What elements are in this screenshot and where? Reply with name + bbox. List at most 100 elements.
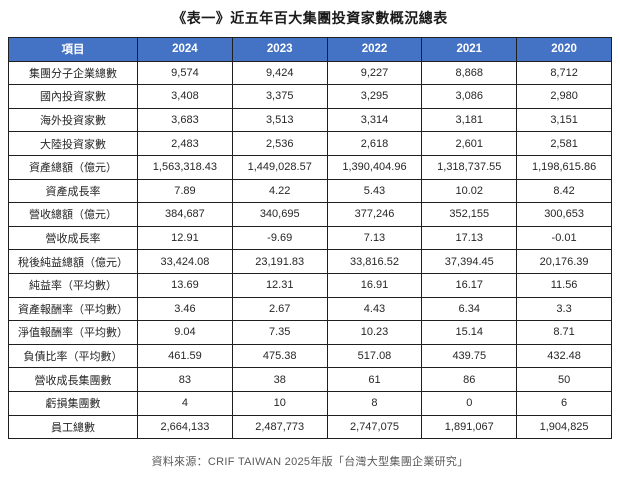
value-cell: 2,483 xyxy=(137,131,233,156)
value-cell: 33,816.52 xyxy=(326,249,423,274)
value-cell: 4.43 xyxy=(326,296,423,322)
value-cell: 3,151 xyxy=(516,107,612,133)
table-row: 營收成長集團數 83 38 61 86 50 xyxy=(7,367,612,392)
value-cell: 16.91 xyxy=(326,272,423,298)
value-cell: 33,424.08 xyxy=(137,249,233,274)
table-row: 負債比率（平均數） 461.59 475.38 517.08 439.75 432.48 xyxy=(7,343,612,369)
value-cell: 2,487,773 xyxy=(231,414,328,440)
value-cell: 15.14 xyxy=(421,320,518,345)
value-cell: 7.89 xyxy=(137,178,233,204)
value-cell: 17.13 xyxy=(421,225,518,251)
row-label: 集團分子企業總數 xyxy=(7,60,139,86)
value-cell: 9,424 xyxy=(231,60,328,86)
table-row: 資產成長率 7.89 4.22 5.43 10.02 8.42 xyxy=(7,178,612,204)
value-cell: 16.17 xyxy=(421,272,518,298)
header-cell-year: 2023 xyxy=(231,37,328,62)
value-cell: 10.02 xyxy=(421,178,518,204)
value-cell: 1,318,737.55 xyxy=(421,154,518,180)
header-cell-item: 項目 xyxy=(7,37,139,62)
value-cell: 3,408 xyxy=(137,84,233,109)
value-cell: 1,390,404.96 xyxy=(326,154,423,180)
row-label: 虧損集團數 xyxy=(7,390,139,416)
value-cell: -0.01 xyxy=(516,225,612,251)
value-cell: 6.34 xyxy=(421,296,518,322)
value-cell: 3,295 xyxy=(326,84,423,109)
table-title: 《表一》近五年百大集團投資家數概況總表 xyxy=(172,10,448,26)
value-cell: 10.23 xyxy=(326,320,423,345)
value-cell: 8.42 xyxy=(516,178,612,204)
row-label: 營收成長集團數 xyxy=(7,367,139,392)
value-cell: 9,227 xyxy=(326,60,423,86)
value-cell: 11.56 xyxy=(516,272,612,298)
row-label: 資產成長率 xyxy=(7,178,139,204)
row-label: 資產報酬率（平均數） xyxy=(7,296,139,322)
row-label: 負債比率（平均數） xyxy=(7,343,139,369)
value-cell: 0 xyxy=(421,390,518,416)
row-label: 淨值報酬率（平均數） xyxy=(7,320,139,345)
value-cell: 2.67 xyxy=(231,296,328,322)
value-cell: 50 xyxy=(516,367,612,392)
header-row: 項目 2024 2023 2022 2021 2020 xyxy=(7,37,612,62)
value-cell: 7.35 xyxy=(231,320,328,345)
value-cell: 384,687 xyxy=(137,202,233,227)
value-cell: 3,086 xyxy=(421,84,518,109)
value-cell: -9.69 xyxy=(231,225,328,251)
value-cell: 38 xyxy=(231,367,328,392)
value-cell: 13.69 xyxy=(137,272,233,298)
group-investment-summary-table: 項目 2024 2023 2022 2021 2020 集團分子企業總數 9,574 9,42… xyxy=(7,37,612,440)
value-cell: 12.31 xyxy=(231,272,328,298)
value-cell: 4.22 xyxy=(231,178,328,204)
value-cell: 439.75 xyxy=(421,343,518,369)
value-cell: 83 xyxy=(137,367,233,392)
value-cell: 23,191.83 xyxy=(231,249,328,274)
table-header: 項目 2024 2023 2022 2021 2020 xyxy=(7,37,612,62)
value-cell: 37,394.45 xyxy=(421,249,518,274)
value-cell: 2,618 xyxy=(326,131,423,156)
row-label: 海外投資家數 xyxy=(7,107,139,133)
value-cell: 517.08 xyxy=(326,343,423,369)
value-cell: 1,904,825 xyxy=(516,414,612,440)
value-cell: 1,891,067 xyxy=(421,414,518,440)
table-row: 稅後純益總額（億元） 33,424.08 23,191.83 33,816.52 37,… xyxy=(7,249,612,274)
row-label: 員工總數 xyxy=(7,414,139,440)
value-cell: 2,980 xyxy=(516,84,612,109)
header-cell-year: 2024 xyxy=(137,37,233,62)
row-label: 資產總額（億元） xyxy=(7,154,139,180)
value-cell: 300,653 xyxy=(516,202,612,227)
value-cell: 3.3 xyxy=(516,296,612,322)
value-cell: 352,155 xyxy=(421,202,518,227)
value-cell: 475.38 xyxy=(231,343,328,369)
table-row: 集團分子企業總數 9,574 9,424 9,227 8,868 8,712 xyxy=(7,60,612,86)
value-cell: 3,314 xyxy=(326,107,423,133)
value-cell: 2,536 xyxy=(231,131,328,156)
table-row: 資產總額（億元） 1,563,318.43 1,449,028.57 1,390,40… xyxy=(7,154,612,180)
table-row: 國內投資家數 3,408 3,375 3,295 3,086 2,980 xyxy=(7,84,612,109)
row-label: 純益率（平均數） xyxy=(7,272,139,298)
row-label: 國內投資家數 xyxy=(7,84,139,109)
header-cell-year: 2021 xyxy=(421,37,518,62)
value-cell: 1,563,318.43 xyxy=(137,154,233,180)
value-cell: 3,683 xyxy=(137,107,233,133)
value-cell: 432.48 xyxy=(516,343,612,369)
value-cell: 8,868 xyxy=(421,60,518,86)
value-cell: 6 xyxy=(516,390,612,416)
value-cell: 8.71 xyxy=(516,320,612,345)
value-cell: 4 xyxy=(137,390,233,416)
table-row: 純益率（平均數） 13.69 12.31 16.91 16.17 11.56 xyxy=(7,272,612,298)
value-cell: 377,246 xyxy=(326,202,423,227)
table-row: 員工總數 2,664,133 2,487,773 2,747,075 1,891,067… xyxy=(7,414,612,440)
value-cell: 2,581 xyxy=(516,131,612,156)
value-cell: 3,181 xyxy=(421,107,518,133)
table-row: 資產報酬率（平均數） 3.46 2.67 4.43 6.34 3.3 xyxy=(7,296,612,322)
value-cell: 2,601 xyxy=(421,131,518,156)
row-label: 稅後純益總額（億元） xyxy=(7,249,139,274)
table-row: 營收成長率 12.91 -9.69 7.13 17.13 -0.01 xyxy=(7,225,612,251)
value-cell: 1,198,615.86 xyxy=(516,154,612,180)
table-body: 集團分子企業總數 9,574 9,424 9,227 8,868 8,712 國內投資家數 3… xyxy=(7,60,612,440)
value-cell: 61 xyxy=(326,367,423,392)
value-cell: 2,747,075 xyxy=(326,414,423,440)
value-cell: 9,574 xyxy=(137,60,233,86)
value-cell: 8 xyxy=(326,390,423,416)
row-label: 大陸投資家數 xyxy=(7,131,139,156)
